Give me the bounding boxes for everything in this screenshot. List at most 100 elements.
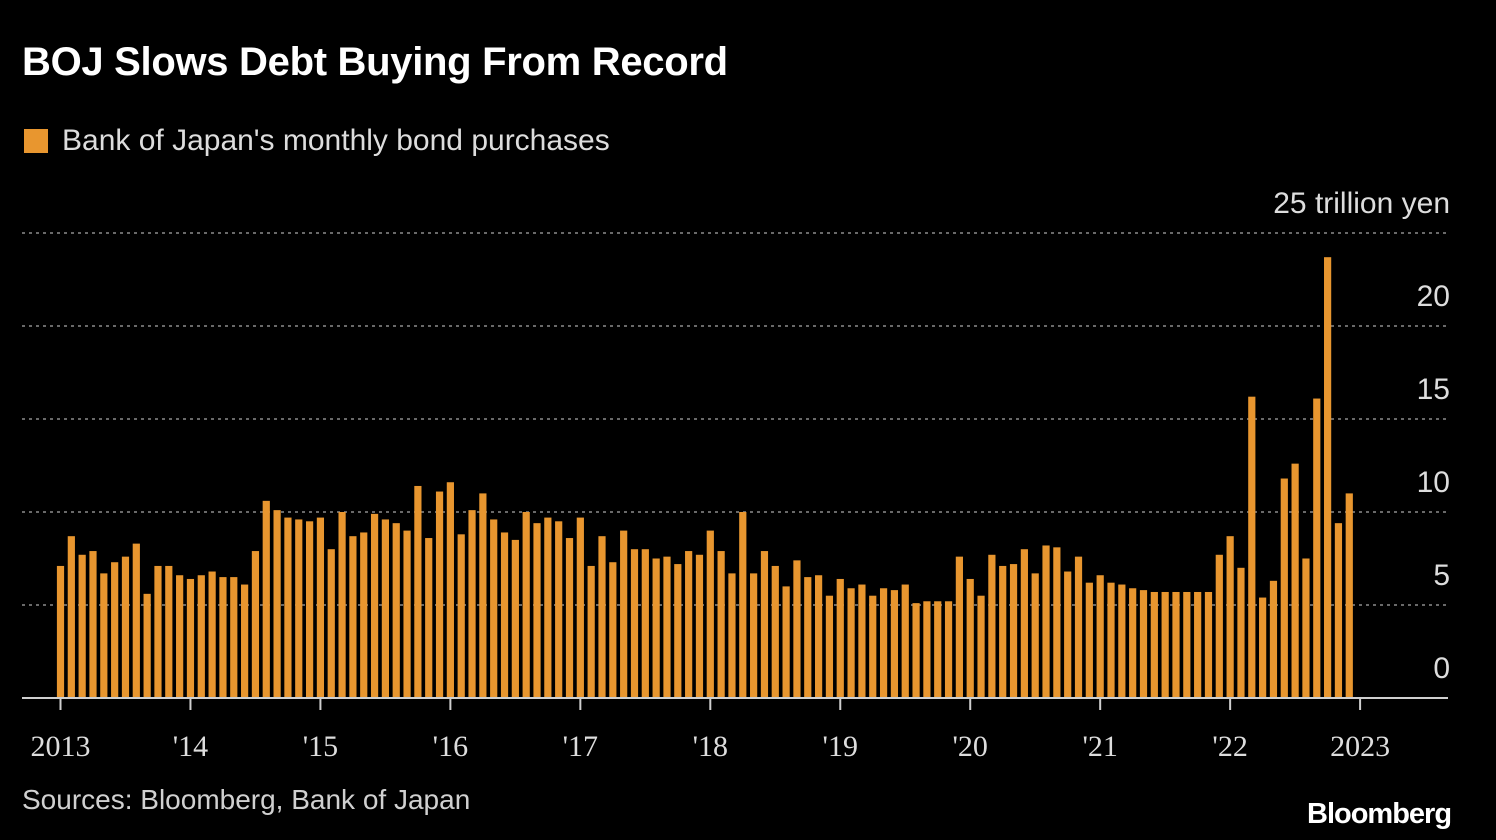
legend: Bank of Japan's monthly bond purchases xyxy=(24,124,610,158)
bar xyxy=(295,519,303,698)
bar xyxy=(111,562,119,698)
bar xyxy=(100,573,108,698)
bar xyxy=(565,538,574,698)
bar xyxy=(815,575,823,698)
bar xyxy=(620,530,628,698)
bar xyxy=(1150,591,1158,698)
bar xyxy=(446,482,454,698)
bar xyxy=(360,532,368,698)
x-axis: 2013 '14 '15 '16 '17 '18 '19 '20 '21 '22 2023 xyxy=(31,698,1390,763)
x-tick-label: '18 xyxy=(693,730,728,763)
bar xyxy=(381,519,389,698)
bar xyxy=(912,603,920,698)
bar xyxy=(555,521,563,698)
bar xyxy=(641,549,649,698)
bar xyxy=(511,539,519,698)
bar xyxy=(858,584,866,698)
bar xyxy=(435,491,444,698)
bar xyxy=(1194,591,1202,698)
bar xyxy=(186,578,195,698)
bar xyxy=(685,551,693,698)
bar xyxy=(750,573,758,698)
bar xyxy=(219,577,227,698)
bar xyxy=(955,556,963,698)
bar xyxy=(176,575,184,698)
bar xyxy=(869,595,877,698)
bar xyxy=(1107,582,1115,698)
bar xyxy=(1324,257,1332,698)
x-tick-label: '17 xyxy=(563,730,598,763)
bar xyxy=(1226,536,1234,698)
bar xyxy=(1031,573,1039,698)
bar xyxy=(836,578,844,698)
bar xyxy=(1204,591,1213,698)
bar xyxy=(706,530,714,698)
bar xyxy=(598,536,606,698)
bar xyxy=(1139,590,1148,698)
bar xyxy=(879,588,888,698)
bar xyxy=(576,517,584,698)
x-tick-label: '19 xyxy=(823,730,858,763)
bar xyxy=(67,536,75,698)
bars xyxy=(56,257,1353,698)
gridlines xyxy=(22,232,1448,606)
bar xyxy=(1172,591,1180,698)
bar xyxy=(500,532,509,698)
bar xyxy=(392,523,400,698)
bar xyxy=(1313,398,1321,698)
x-tick-label: '22 xyxy=(1212,730,1247,763)
bar xyxy=(305,521,314,698)
bar xyxy=(804,577,812,698)
bar xyxy=(349,536,357,698)
bar xyxy=(544,517,552,698)
legend-swatch xyxy=(24,129,48,153)
bar xyxy=(1096,575,1104,698)
bar xyxy=(966,578,974,698)
bar xyxy=(78,554,86,698)
x-tick-label: 2023 xyxy=(1330,730,1390,763)
x-tick-label: 2013 xyxy=(31,730,91,763)
bar xyxy=(143,593,151,698)
bar xyxy=(241,584,249,698)
y-axis: 0 5 10 15 20 25 trillion yen xyxy=(1273,187,1450,685)
bar xyxy=(316,517,325,698)
bar xyxy=(890,590,899,698)
bar xyxy=(1215,554,1223,698)
bar xyxy=(1302,558,1310,698)
bar xyxy=(1291,463,1299,698)
bar xyxy=(695,554,704,698)
bar xyxy=(533,523,541,698)
bar xyxy=(1280,478,1288,698)
bar xyxy=(1064,571,1072,698)
bar xyxy=(1334,523,1343,698)
bar xyxy=(944,601,953,698)
bar xyxy=(1129,588,1137,698)
bar xyxy=(251,551,260,698)
bar xyxy=(208,571,216,698)
x-tick-label: '16 xyxy=(433,730,468,763)
bar xyxy=(1118,584,1126,698)
bar xyxy=(468,510,476,698)
bar xyxy=(999,565,1007,698)
bar xyxy=(782,586,790,698)
bar xyxy=(609,562,617,698)
bar xyxy=(663,556,671,698)
bar xyxy=(847,588,855,698)
bar xyxy=(89,551,97,698)
bar xyxy=(1259,597,1267,698)
bar xyxy=(1053,547,1061,698)
y-tick-label: 5 xyxy=(1433,559,1450,592)
sources-note: Sources: Bloomberg, Bank of Japan xyxy=(22,784,471,815)
bar xyxy=(338,512,346,698)
bar xyxy=(121,556,130,698)
bar xyxy=(793,560,801,698)
bar xyxy=(1074,556,1083,698)
bar xyxy=(988,554,996,698)
x-tick-label: '15 xyxy=(303,730,338,763)
x-tick-label: '20 xyxy=(953,730,988,763)
bar xyxy=(1161,591,1169,698)
bar xyxy=(717,551,725,698)
bar xyxy=(284,517,292,698)
bloomberg-logo: Bloomberg xyxy=(1307,798,1452,830)
bar xyxy=(522,512,530,698)
